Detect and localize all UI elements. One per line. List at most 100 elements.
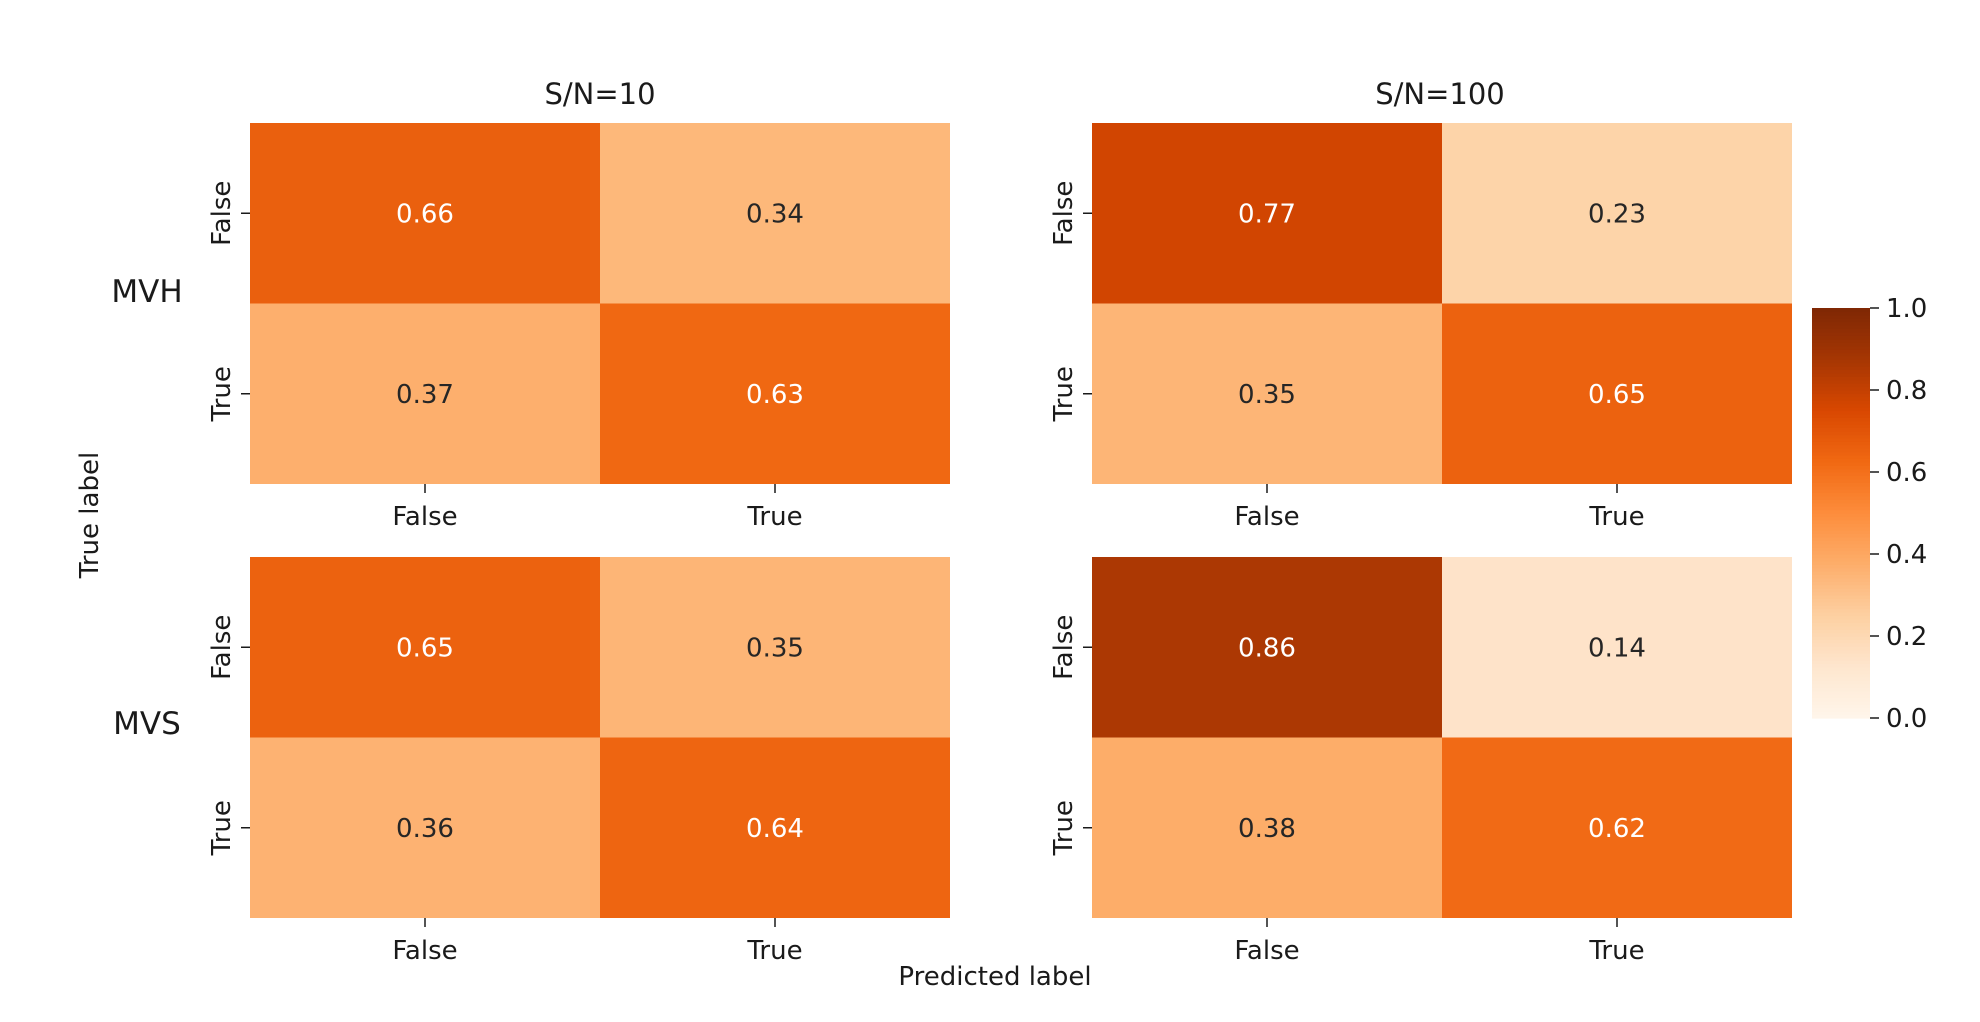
colorbar-segment <box>1812 437 1870 442</box>
cell-value-label: 0.66 <box>396 199 454 229</box>
colorbar-segment <box>1812 448 1870 453</box>
heatmap-cell <box>1442 303 1792 484</box>
colorbar-segment <box>1812 659 1870 664</box>
row-title-1: MVS <box>113 706 181 742</box>
x-tick-label: False <box>1234 936 1299 966</box>
colorbar-segment <box>1812 400 1870 405</box>
colorbar-segment <box>1812 687 1870 692</box>
colorbar-segment <box>1812 680 1870 685</box>
colorbar-segment <box>1812 543 1870 548</box>
colorbar-segment <box>1812 577 1870 582</box>
colorbar-segment <box>1812 694 1870 699</box>
colorbar-segment <box>1812 656 1870 661</box>
colorbar-tick-label: 0.2 <box>1886 622 1927 652</box>
colorbar-segment <box>1812 632 1870 637</box>
heatmap-cell <box>250 737 600 918</box>
colorbar-segment <box>1812 475 1870 480</box>
colorbar-segment <box>1812 625 1870 630</box>
colorbar-segment <box>1812 451 1870 456</box>
colorbar-segment <box>1812 454 1870 459</box>
colorbar-segment <box>1812 372 1870 377</box>
cell-value-label: 0.62 <box>1588 814 1646 844</box>
colorbar-segment <box>1812 396 1870 401</box>
colorbar-segment <box>1812 670 1870 675</box>
colorbar-segment <box>1812 345 1870 350</box>
colorbar-segment <box>1812 492 1870 497</box>
colorbar-segment <box>1812 338 1870 343</box>
colorbar-segment <box>1812 666 1870 671</box>
colorbar-segment <box>1812 519 1870 524</box>
colorbar-segment <box>1812 622 1870 627</box>
y-tick-label: False <box>207 615 237 680</box>
colorbar-segment <box>1812 461 1870 466</box>
cell-value-label: 0.63 <box>746 380 804 410</box>
heatmap-cell <box>1442 737 1792 918</box>
colorbar-segment <box>1812 321 1870 326</box>
colorbar-segment <box>1812 581 1870 586</box>
colorbar-segment <box>1812 427 1870 432</box>
y-tick-label: False <box>1049 181 1079 246</box>
x-tick-label: False <box>392 936 457 966</box>
colorbar-segment <box>1812 533 1870 538</box>
colorbar-segment <box>1812 434 1870 439</box>
heatmap-cell <box>1442 557 1792 738</box>
colorbar-segment <box>1812 499 1870 504</box>
colorbar-segment <box>1812 516 1870 521</box>
colorbar-segment <box>1812 489 1870 494</box>
colorbar-segment <box>1812 557 1870 562</box>
colorbar-segment <box>1812 393 1870 398</box>
colorbar-segment <box>1812 417 1870 422</box>
colorbar-segment <box>1812 707 1870 712</box>
column-title-1: S/N=100 <box>1375 77 1505 111</box>
column-title-0: S/N=10 <box>544 77 655 111</box>
x-tick-label: False <box>1234 502 1299 532</box>
colorbar-segment <box>1812 478 1870 483</box>
cell-value-label: 0.65 <box>396 633 454 663</box>
colorbar-segment <box>1812 465 1870 470</box>
colorbar-segment <box>1812 485 1870 490</box>
colorbar-segment <box>1812 530 1870 535</box>
colorbar-segment <box>1812 523 1870 528</box>
colorbar-segment <box>1812 407 1870 412</box>
colorbar-segment <box>1812 458 1870 463</box>
heatmap-panel: 0.86 0.14 0.38 0.62 False True False True <box>1049 557 1792 966</box>
colorbar-segment <box>1812 567 1870 572</box>
colorbar-segment <box>1812 328 1870 333</box>
colorbar-segment <box>1812 355 1870 360</box>
heatmap-cell <box>600 557 950 738</box>
heatmap-cell <box>1092 557 1442 738</box>
colorbar-segment <box>1812 697 1870 702</box>
colorbar-segment <box>1812 526 1870 531</box>
y-tick-label: True <box>207 366 237 422</box>
colorbar-segment <box>1812 342 1870 347</box>
x-tick-label: True <box>1588 502 1644 532</box>
colorbar-tick-label: 0.0 <box>1886 704 1927 734</box>
colorbar-segment <box>1812 311 1870 316</box>
colorbar-segment <box>1812 612 1870 617</box>
colorbar-segment <box>1812 560 1870 565</box>
colorbar-segment <box>1812 663 1870 668</box>
x-axis-label: Predicted label <box>898 962 1091 992</box>
colorbar-segment <box>1812 376 1870 381</box>
heatmap-cell <box>600 303 950 484</box>
y-tick-label: False <box>1049 615 1079 680</box>
colorbar-segment <box>1812 608 1870 613</box>
y-tick-label: False <box>207 181 237 246</box>
colorbar-segment <box>1812 598 1870 603</box>
colorbar-segment <box>1812 700 1870 705</box>
heatmap-cell <box>1092 303 1442 484</box>
colorbar-segment <box>1812 683 1870 688</box>
y-tick-label: True <box>207 800 237 856</box>
colorbar-segment <box>1812 318 1870 323</box>
colorbar-segment <box>1812 646 1870 651</box>
colorbar-segment <box>1812 536 1870 541</box>
x-tick-label: True <box>746 502 802 532</box>
cell-value-label: 0.35 <box>746 633 804 663</box>
y-axis-label: True label <box>75 452 105 579</box>
colorbar-segment <box>1812 571 1870 576</box>
colorbar-segment <box>1812 308 1870 313</box>
colorbar-segment <box>1812 390 1870 395</box>
colorbar-segment <box>1812 639 1870 644</box>
heatmap-cell <box>1442 123 1792 304</box>
